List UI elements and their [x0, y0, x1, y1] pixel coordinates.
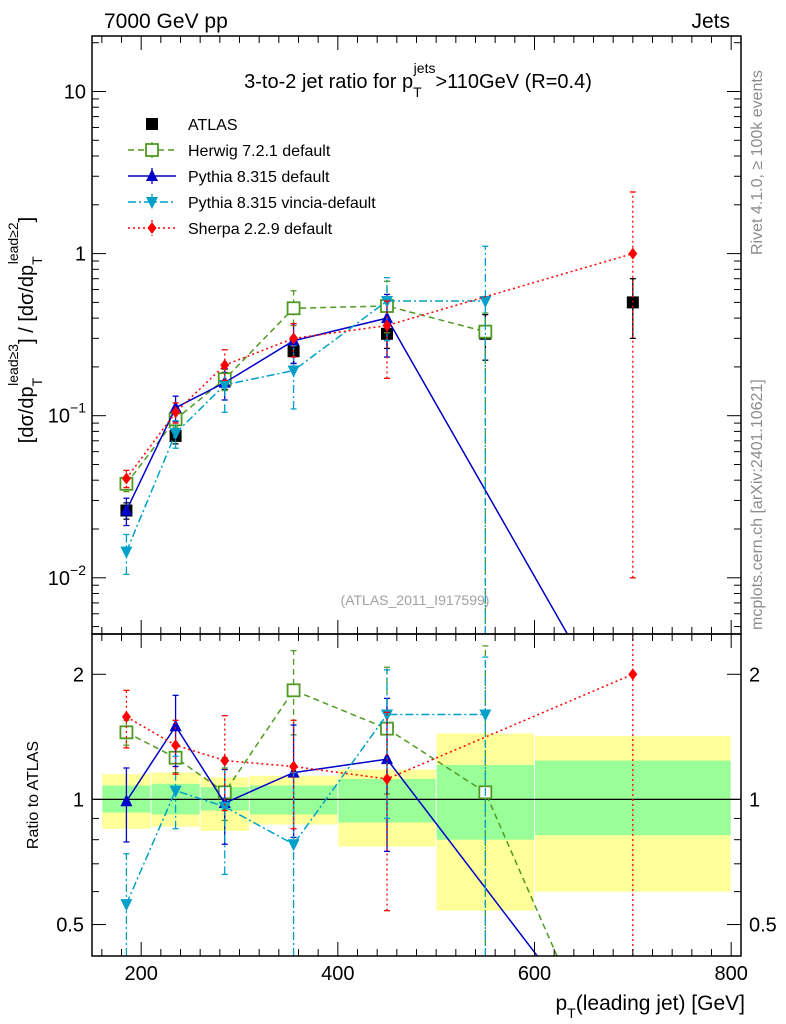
main-pythia-8-315-vincia-default-point: [120, 546, 133, 559]
ratio-sherpa-2-2-9-default-point: [171, 739, 181, 752]
ratio-y-tick-label-right: 0.5: [749, 915, 777, 937]
main-y-tick-label: 10: [64, 82, 86, 104]
category-label: Jets: [691, 10, 730, 33]
x-tick-label: 400: [321, 963, 354, 985]
main-data-layer: [119, 191, 639, 634]
ratio-uncertainty-bands: [92, 733, 741, 911]
ratio-y-tick-label: 1: [73, 789, 84, 811]
legend-label-atlas: ATLAS: [188, 117, 238, 134]
ratio-sherpa-2-2-9-default-point: [121, 710, 131, 723]
legend-label-pythia-8-315-default: Pythia 8.315 default: [188, 169, 330, 186]
main-herwig-7-2-1-default-point: [286, 301, 301, 316]
main-pythia-8-315-vincia-default-point: [169, 428, 182, 441]
ratio-sherpa-2-2-9-default-point: [628, 668, 638, 681]
legend-marker-atlas: [146, 118, 158, 130]
main-pythia-8-315-default-line: [125, 317, 569, 634]
ratio-sherpa-2-2-9-default-point: [289, 760, 299, 773]
legend-marker-sherpa-2-2-9-default: [147, 222, 157, 234]
legend-label-herwig-7-2-1-default: Herwig 7.2.1 default: [188, 143, 331, 160]
ratio-pythia-8-315-vincia-default-point: [479, 709, 492, 722]
ratio-y-tick-label: 2: [73, 664, 84, 686]
ratio-sherpa-2-2-9-default-line: [126, 673, 634, 780]
legend-marker-herwig-7-2-1-default: [145, 143, 159, 157]
collision-label: 7000 GeV pp: [104, 10, 228, 33]
main-herwig-7-2-1-default-line: [125, 305, 486, 485]
main-sherpa-2-2-9-default-point: [220, 359, 230, 372]
legend: ATLAS Herwig 7.2.1 default Pythia 8.315 de…: [128, 117, 376, 238]
main-sherpa-2-2-9-default-point: [121, 472, 131, 485]
main-pythia-8-315-vincia-default-point: [287, 365, 300, 378]
ratio-pythia-8-315-vincia-default-line: [125, 713, 486, 905]
main-pythia-8-315-vincia-default-point: [218, 379, 231, 392]
ratio-pythia-8-315-default-point: [169, 719, 182, 732]
main-y-axis-label: [dσ/dpTlead≥3] / [dσ/dpTlead≥2]: [5, 217, 45, 443]
main-sherpa-2-2-9-default-point: [628, 247, 638, 260]
ratio-pythia-8-315-vincia-default-point: [287, 839, 300, 852]
ratio-sherpa-2-2-9-default-point: [220, 754, 230, 767]
legend-marker-pythia-8-315-vincia-default: [146, 197, 158, 209]
chart-title: 3-to-2 jet ratio for pTjets>110GeV (R=0.…: [244, 60, 592, 100]
main-pythia-8-315-vincia-default-point: [479, 296, 492, 309]
ratio-sherpa-2-2-9-default-point: [382, 772, 392, 785]
ratio-pythia-8-315-default-point: [120, 794, 133, 807]
ratio-herwig-7-2-1-default-point: [286, 683, 301, 698]
legend-label-sherpa-2-2-9-default: Sherpa 2.2.9 default: [188, 221, 333, 238]
ratio-data-layer: [119, 634, 638, 956]
main-sherpa-2-2-9-default-point: [171, 406, 181, 419]
stat-uncertainty-band: [535, 760, 731, 836]
x-tick-label: 800: [714, 963, 747, 985]
main-pythia-8-315-default-point: [120, 503, 133, 516]
ratio-pythia-8-315-vincia-default-point: [120, 899, 133, 912]
x-tick-label: 600: [518, 963, 551, 985]
main-y-tick-label: 10−1: [48, 400, 86, 428]
x-tick-label: 200: [124, 963, 157, 985]
ratio-pythia-8-315-default-line: [125, 724, 539, 956]
ratio-panel: 0.5 0.5 1 1 2 2 200 400 600 800 Ratio to ATLAS pT…: [25, 633, 777, 1021]
legend-label-pythia-8-315-vincia-default: Pythia 8.315 vincia-default: [188, 195, 376, 212]
ratio-pythia-8-315-vincia-default-point: [218, 801, 231, 814]
analysis-id-label: (ATLAS_2011_I917599): [341, 592, 490, 608]
x-axis-label: pT(leading jet) [GeV]: [555, 992, 745, 1021]
ratio-axes: 0.5 0.5 1 1 2 2 200 400 600 800: [56, 633, 777, 985]
main-y-tick-label: 10−2: [48, 562, 86, 590]
mcplots-credit-label: mcplots.cern.ch [arXiv:2401.10621]: [749, 379, 766, 630]
rivet-version-label: Rivet 4.1.0, ≥ 100k events: [749, 70, 766, 255]
ratio-pythia-8-315-vincia-default-point: [169, 785, 182, 798]
main-panel: 10−2 10−1 1 10 (ATLAS_2011_I917599) 3-to-2 …: [5, 35, 742, 635]
main-pythia-8-315-vincia-default-line: [125, 300, 486, 552]
ratio-y-tick-label: 0.5: [56, 915, 84, 937]
main-sherpa-2-2-9-default-point: [382, 319, 392, 332]
main-sherpa-2-2-9-default-point: [289, 332, 299, 345]
main-y-tick-label: 1: [75, 244, 86, 266]
ratio-y-tick-label-right: 2: [749, 664, 760, 686]
ratio-y-tick-label-right: 1: [749, 789, 760, 811]
main-sherpa-2-2-9-default-line: [125, 252, 634, 479]
ratio-y-axis-label: Ratio to ATLAS: [25, 741, 42, 849]
legend-marker-pythia-8-315-default: [146, 169, 158, 181]
